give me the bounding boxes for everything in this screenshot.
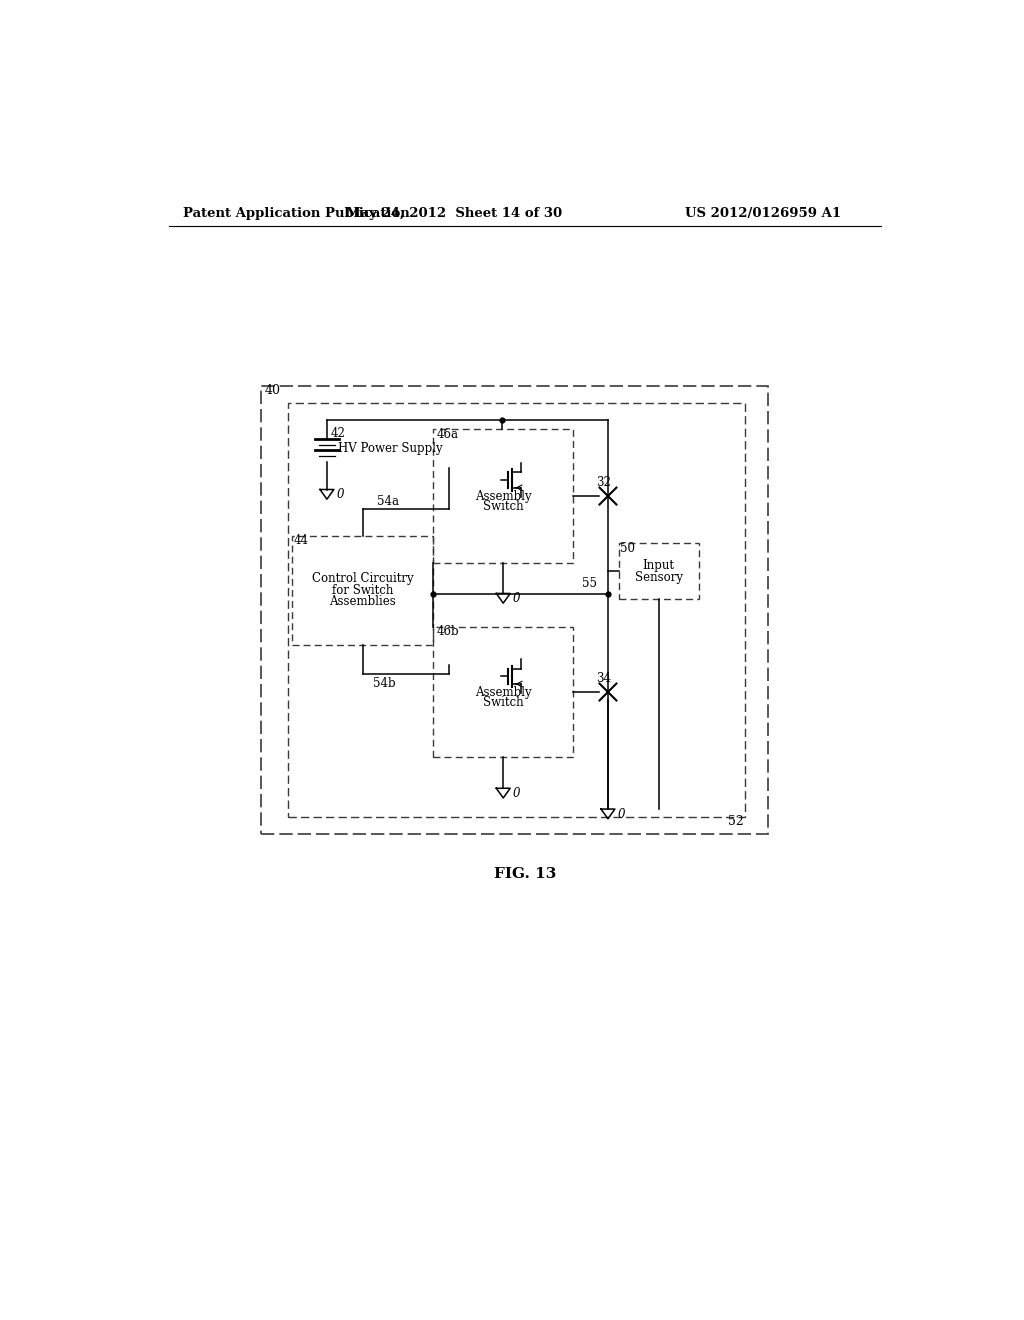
Text: Assembly: Assembly — [475, 685, 531, 698]
Bar — [433, 429, 573, 562]
Bar — [292, 536, 433, 645]
Text: 0: 0 — [617, 808, 625, 821]
Text: HV Power Supply: HV Power Supply — [338, 442, 442, 455]
Text: 42: 42 — [331, 426, 346, 440]
Text: 46b: 46b — [436, 626, 459, 638]
Text: 50: 50 — [621, 543, 635, 554]
Text: 0: 0 — [512, 593, 520, 606]
Text: 0: 0 — [336, 488, 344, 502]
Text: Switch: Switch — [483, 500, 523, 513]
Text: US 2012/0126959 A1: US 2012/0126959 A1 — [685, 207, 841, 220]
Text: 40: 40 — [264, 384, 281, 397]
Bar — [261, 385, 768, 834]
Text: 54b: 54b — [374, 677, 396, 690]
Text: Patent Application Publication: Patent Application Publication — [183, 207, 410, 220]
Text: 34: 34 — [596, 672, 610, 685]
Text: May 24, 2012  Sheet 14 of 30: May 24, 2012 Sheet 14 of 30 — [346, 207, 562, 220]
Text: FIG. 13: FIG. 13 — [494, 867, 556, 882]
Text: 44: 44 — [294, 535, 309, 548]
Text: 54a: 54a — [377, 495, 398, 508]
Text: Switch: Switch — [483, 696, 523, 709]
Text: for Switch: for Switch — [332, 583, 393, 597]
Text: 55: 55 — [583, 577, 597, 590]
Text: Input: Input — [643, 560, 675, 573]
Text: 32: 32 — [596, 475, 610, 488]
Text: Assembly: Assembly — [475, 490, 531, 503]
Bar — [618, 544, 698, 599]
Text: 52: 52 — [728, 816, 743, 828]
Text: 0: 0 — [512, 787, 520, 800]
Text: Assemblies: Assemblies — [330, 595, 396, 609]
Text: Sensory: Sensory — [635, 570, 683, 583]
Text: Control Circuitry: Control Circuitry — [312, 573, 414, 585]
Text: 46a: 46a — [436, 428, 459, 441]
Bar — [289, 404, 745, 817]
Bar — [433, 627, 573, 758]
